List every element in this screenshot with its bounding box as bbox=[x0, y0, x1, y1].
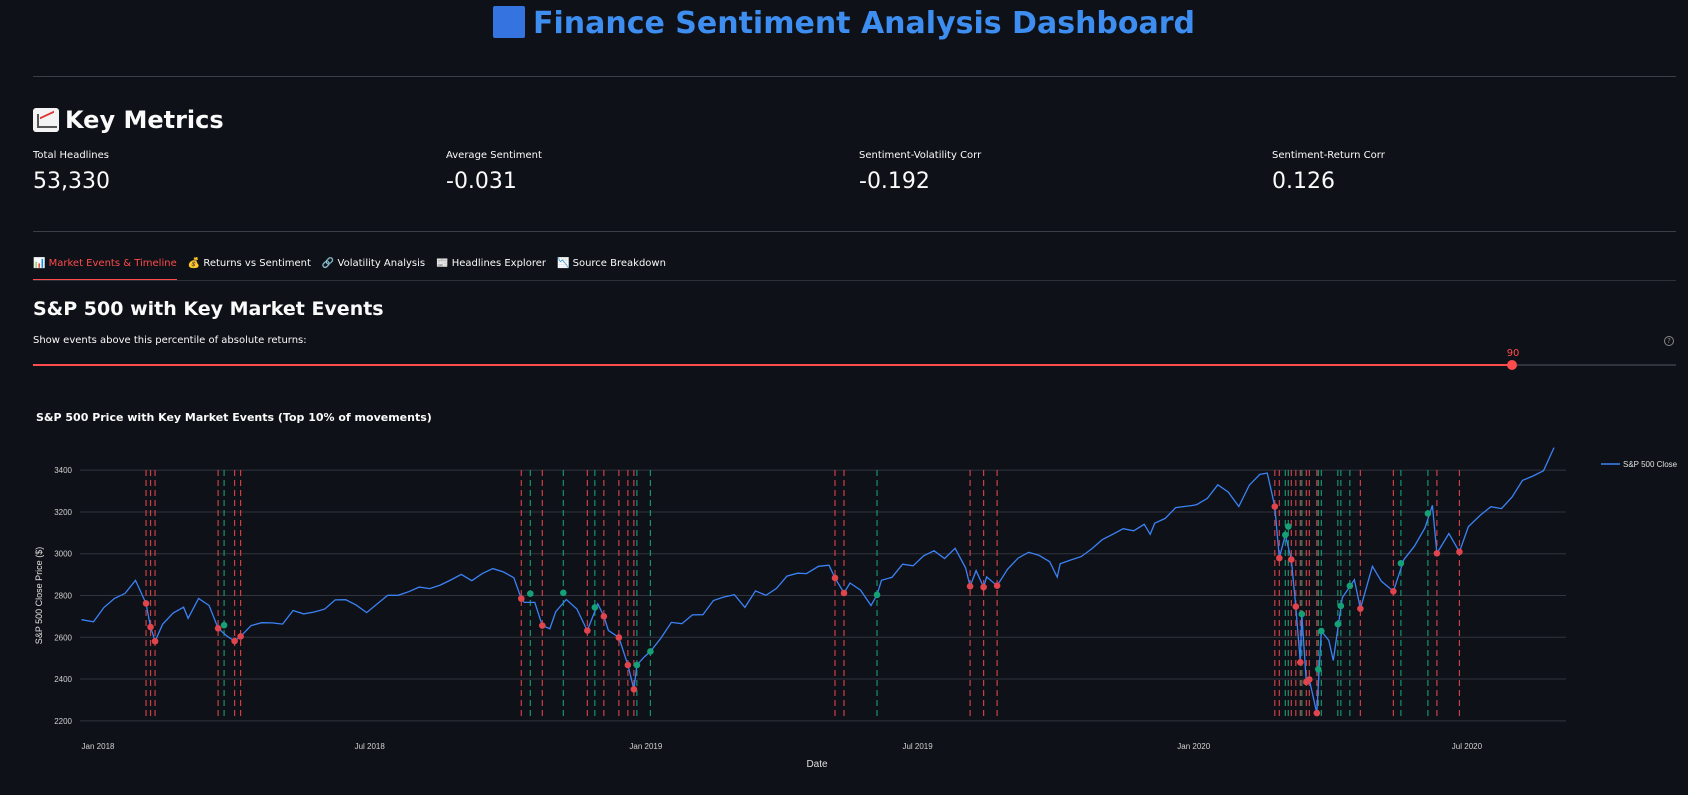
negative-event-marker bbox=[584, 627, 591, 634]
positive-event-marker bbox=[633, 661, 641, 669]
negative-event-marker bbox=[151, 637, 159, 645]
positive-event-marker bbox=[1424, 510, 1432, 517]
negative-event-marker bbox=[1313, 709, 1321, 717]
negative-event-marker bbox=[966, 583, 974, 590]
tab-headlines-explorer[interactable]: 📰 Headlines Explorer bbox=[436, 258, 546, 269]
positive-event-marker bbox=[1282, 531, 1289, 539]
metric-sentiment-volatility-corr: Sentiment-Volatility Corr -0.192 bbox=[859, 150, 981, 194]
section-heading: S&P 500 with Key Market Events bbox=[33, 298, 384, 320]
slider-label: Show events above this percentile of abs… bbox=[33, 335, 307, 346]
x-tick-label: Jul 2019 bbox=[902, 742, 933, 751]
slider-track-fill bbox=[33, 364, 1512, 366]
positive-event-marker bbox=[873, 591, 881, 599]
help-icon[interactable]: ? bbox=[1664, 336, 1674, 346]
tab-market-events[interactable]: 📊 Market Events & Timeline bbox=[33, 258, 177, 280]
positive-event-marker bbox=[1337, 602, 1345, 610]
y-axis-label: S&P 500 Close Price ($) bbox=[34, 547, 44, 644]
negative-event-marker bbox=[231, 637, 238, 645]
slider-thumb[interactable] bbox=[1506, 360, 1517, 370]
y-tick-label: 3000 bbox=[54, 550, 72, 559]
y-tick-label: 3400 bbox=[54, 466, 72, 475]
y-tick-label: 2400 bbox=[54, 675, 72, 684]
x-tick-label: Jan 2018 bbox=[82, 742, 115, 751]
positive-event-marker bbox=[1298, 610, 1306, 618]
negative-event-marker bbox=[214, 624, 222, 632]
metric-label: Total Headlines bbox=[33, 150, 109, 161]
negative-event-marker bbox=[1390, 588, 1397, 595]
negative-event-marker bbox=[993, 582, 1001, 589]
key-metrics-heading: Key Metrics bbox=[33, 106, 224, 134]
positive-event-marker bbox=[1318, 627, 1325, 635]
x-tick-label: Jan 2020 bbox=[1177, 742, 1210, 751]
negative-event-marker bbox=[840, 589, 848, 597]
negative-event-marker bbox=[147, 623, 154, 631]
positive-event-marker bbox=[1315, 665, 1322, 673]
negative-event-marker bbox=[1297, 659, 1304, 666]
positive-event-marker bbox=[527, 590, 534, 597]
tab-volatility-analysis[interactable]: 🔗 Volatility Analysis bbox=[321, 258, 426, 269]
negative-event-marker bbox=[539, 622, 546, 629]
tab-returns-vs-sentiment[interactable]: 💰 Returns vs Sentiment bbox=[187, 258, 311, 269]
negative-event-marker bbox=[1292, 603, 1300, 610]
negative-event-marker bbox=[630, 685, 638, 693]
positive-event-marker bbox=[647, 648, 654, 655]
positive-event-marker bbox=[220, 621, 228, 629]
positive-event-marker bbox=[1346, 582, 1354, 590]
x-tick-label: Jul 2018 bbox=[355, 742, 386, 751]
metric-label: Sentiment-Volatility Corr bbox=[859, 150, 982, 161]
negative-event-marker bbox=[1456, 548, 1463, 556]
divider-metrics bbox=[33, 231, 1676, 232]
sp500-close-line bbox=[81, 447, 1555, 714]
negative-event-marker bbox=[615, 634, 623, 641]
app-title: Finance Sentiment Analysis Dashboard bbox=[0, 6, 1688, 41]
negative-event-marker bbox=[600, 613, 608, 620]
metric-value: 53,330 bbox=[33, 169, 110, 194]
tab-underline-track bbox=[33, 280, 1676, 281]
positive-event-marker bbox=[560, 589, 567, 597]
blue-square-icon bbox=[492, 6, 525, 38]
metric-average-sentiment: Average Sentiment -0.031 bbox=[446, 150, 542, 194]
x-axis-label: Date bbox=[806, 759, 828, 770]
metric-total-headlines: Total Headlines 53,330 bbox=[33, 150, 110, 194]
metric-label: Sentiment-Return Corr bbox=[1272, 150, 1385, 161]
y-tick-label: 2200 bbox=[54, 717, 72, 726]
negative-event-marker bbox=[1276, 554, 1283, 562]
chart-title: S&P 500 Price with Key Market Events (To… bbox=[36, 411, 432, 424]
positive-event-marker bbox=[1397, 560, 1405, 567]
chart-increasing-icon bbox=[33, 108, 59, 132]
metric-value: 0.126 bbox=[1272, 169, 1335, 194]
x-tick-label: Jan 2019 bbox=[629, 742, 662, 751]
negative-event-marker bbox=[1271, 503, 1279, 510]
negative-event-marker bbox=[1288, 556, 1295, 563]
negative-event-marker bbox=[142, 600, 150, 607]
positive-event-marker bbox=[1334, 620, 1342, 628]
tab-source-breakdown[interactable]: 📉 Source Breakdown bbox=[556, 258, 666, 269]
metric-value: -0.031 bbox=[446, 169, 517, 194]
x-tick-label: Jul 2020 bbox=[1452, 742, 1483, 751]
negative-event-marker bbox=[1357, 605, 1364, 612]
negative-event-marker bbox=[517, 595, 525, 602]
key-metrics-heading-text: Key Metrics bbox=[65, 106, 224, 134]
negative-event-marker bbox=[624, 661, 632, 669]
tab-bar: 📊 Market Events & Timeline 💰 Returns vs … bbox=[33, 258, 666, 280]
y-tick-label: 3200 bbox=[54, 508, 72, 517]
positive-event-marker bbox=[591, 604, 599, 611]
y-tick-label: 2800 bbox=[54, 592, 72, 601]
metric-value: -0.192 bbox=[859, 169, 930, 194]
negative-event-marker bbox=[1306, 676, 1313, 683]
positive-event-marker bbox=[1285, 523, 1292, 530]
slider-value: 90 bbox=[1506, 348, 1520, 359]
legend-label: S&P 500 Close bbox=[1623, 460, 1678, 469]
negative-event-marker bbox=[237, 633, 244, 640]
negative-event-marker bbox=[1433, 550, 1441, 557]
divider-top bbox=[33, 76, 1676, 77]
app-title-text: Finance Sentiment Analysis Dashboard bbox=[532, 6, 1196, 41]
negative-event-marker bbox=[831, 574, 839, 582]
y-tick-label: 2600 bbox=[54, 633, 72, 642]
metric-sentiment-return-corr: Sentiment-Return Corr 0.126 bbox=[1272, 150, 1385, 194]
metric-label: Average Sentiment bbox=[446, 150, 542, 161]
negative-event-marker bbox=[980, 583, 987, 591]
